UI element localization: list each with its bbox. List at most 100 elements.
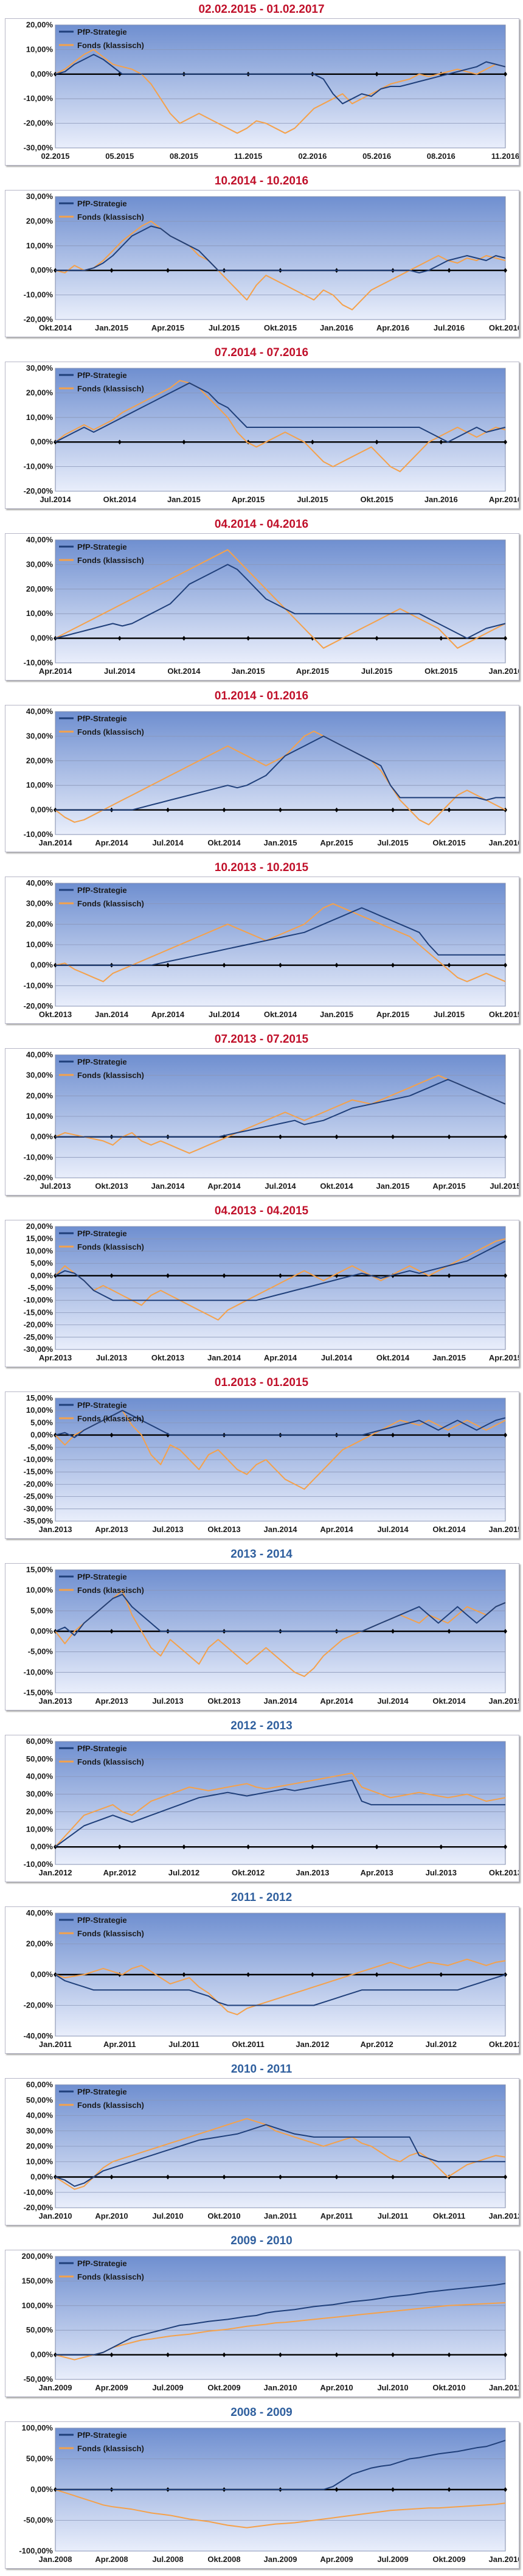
chart-svg: 200,00%150,00%100,00%50,00%0,00%-50,00%J…: [22, 2252, 519, 2392]
baseline-marker: [504, 2174, 507, 2180]
y-tick-label: -50,00%: [24, 2516, 54, 2525]
y-tick-label: 10,00%: [26, 1586, 54, 1595]
baseline-marker: [504, 1844, 507, 1850]
y-tick-label: -10,00%: [24, 1152, 54, 1161]
baseline-marker: [222, 807, 226, 813]
legend: PfP-Strategie Fonds (klassisch): [59, 1744, 144, 1766]
legend-label: Fonds (klassisch): [77, 1242, 144, 1251]
baseline-marker: [334, 2174, 339, 2180]
series-line-pfp: [55, 1241, 506, 1301]
legend-label: PfP-Strategie: [77, 1572, 127, 1581]
x-tick-label: Jul.2014: [209, 1010, 240, 1019]
chart-title: 02.02.2015 - 01.02.2017: [198, 3, 325, 16]
baseline-marker: [246, 439, 251, 445]
legend-label: Fonds (klassisch): [77, 2101, 144, 2110]
chart-title: 07.2014 - 07.2016: [214, 346, 309, 359]
y-tick-label: 10,00%: [26, 1405, 54, 1415]
series-line-fonds: [55, 1958, 506, 2015]
y-tick-label: 30,00%: [26, 1071, 54, 1080]
y-tick-label: 40,00%: [26, 1050, 54, 1059]
x-tick-label: Jan.2016: [489, 838, 519, 847]
chart-frame: 60,00% 50,00% 40,00% 30,00% 20,00% 10,00% 0,00…: [5, 2078, 519, 2225]
series-line-fonds: [55, 1074, 506, 1154]
series-line-pfp: [55, 2283, 506, 2356]
baseline-marker: [222, 1273, 226, 1278]
y-tick-label: 40,00%: [26, 535, 54, 544]
legend-label: PfP-Strategie: [77, 2431, 127, 2440]
y-tick-label: -35,00%: [24, 1516, 54, 1525]
y-tick-label: 100,00%: [22, 2423, 54, 2432]
legend: PfP-Strategie Fonds (klassisch): [59, 1916, 144, 1938]
chart-svg: 15,00% 10,00% 5,00% 0,00% -5,00% -10,00% -15,0…: [24, 1393, 519, 1534]
baseline-marker: [246, 1972, 251, 1977]
baseline-marker: [334, 2487, 339, 2492]
y-tick-label: 40,00%: [26, 2111, 54, 2120]
baseline-marker: [109, 1273, 114, 1278]
plot-area: [55, 24, 506, 149]
y-tick-label: 40,00%: [26, 878, 54, 887]
y-tick-label: 10,00%: [26, 609, 54, 618]
y-tick-label: -10,00%: [24, 1667, 54, 1676]
y-tick-label: -5,00%: [28, 1443, 54, 1452]
y-tick-label: 0,00%: [30, 1842, 53, 1851]
series-line-pfp: [55, 225, 506, 274]
chart-panel: 2010 - 2011 60,00% 50,00% 40,00% 30,00% 20,00…: [0, 2060, 523, 2231]
baseline-marker: [334, 1134, 339, 1139]
baseline-marker: [391, 1134, 395, 1139]
x-tick-label: Jan.2009: [39, 2383, 72, 2392]
baseline-marker: [109, 2174, 114, 2180]
y-tick-label: 0,00%: [30, 437, 53, 446]
baseline-marker: [117, 439, 122, 445]
baseline-marker: [447, 268, 451, 273]
chart-frame: 15,00% 10,00% 5,00% 0,00% -5,00% -10,00% -15,0…: [5, 1563, 519, 1710]
x-tick-label: Apr.2015: [296, 667, 329, 676]
y-tick-label: -10,00%: [24, 94, 54, 103]
baseline-marker: [391, 1629, 395, 1634]
chart-svg: 100,00%50,00%0,00%-50,00%-100,00%Jan.200…: [19, 2423, 519, 2564]
plot-area: [55, 2256, 506, 2380]
chart-svg: 40,00% 30,00% 20,00% 10,00% 0,00% -10,00% -20,…: [24, 1050, 519, 1191]
y-tick-label: 20,00%: [26, 1939, 54, 1948]
x-tick-label: Jul.2013: [152, 1696, 183, 1706]
y-tick-label: 100,00%: [22, 2301, 54, 2310]
legend-label: Fonds (klassisch): [77, 384, 144, 393]
x-tick-label: Jan.2014: [95, 1010, 129, 1019]
y-tick-label: 60,00%: [26, 2080, 54, 2089]
legend-label: PfP-Strategie: [77, 1744, 127, 1753]
baseline-marker: [375, 1844, 379, 1850]
x-tick-label: Jan.2015: [376, 1181, 410, 1191]
chart-svg: 60,00% 50,00% 40,00% 30,00% 20,00% 10,00% 0,00…: [24, 1737, 519, 1877]
x-tick-label: Jan.2015: [232, 667, 265, 676]
x-tick-label: Okt.2008: [207, 2555, 240, 2564]
series-line-fonds: [55, 220, 506, 310]
chart-panel: 2008 - 2009 100,00% 50,00% 0,00% -50,00% -100…: [0, 2403, 523, 2575]
series-line-pfp: [55, 735, 505, 811]
x-tick-label: Jan.2014: [151, 1181, 185, 1191]
y-tick-label: 30,00%: [26, 559, 54, 569]
x-tick-label: Jan.2009: [264, 2555, 297, 2564]
y-tick-label: -40,00%: [24, 2031, 54, 2040]
x-tick-label: Apr.2015: [232, 495, 265, 504]
legend-label: PfP-Strategie: [77, 2087, 127, 2096]
baseline-marker: [246, 1844, 251, 1850]
x-tick-label: Jul.2010: [152, 2211, 183, 2221]
chart-panel: 07.2013 - 07.2015 40,00% 30,00% 20,00% 10,00…: [0, 1030, 523, 1202]
chart-svg: 30,00%20,00%10,00%0,00%-10,00%-20,00%Okt…: [24, 192, 519, 332]
legend-label: PfP-Strategie: [77, 1057, 127, 1066]
chart-panel: 07.2014 - 07.2016 30,00% 20,00% 10,00% 0,00%…: [0, 343, 523, 515]
chart-panel: 2009 - 2010 200,00% 150,00% 100,00% 50,00% 0,…: [0, 2231, 523, 2403]
y-tick-label: 5,00%: [30, 1606, 53, 1615]
baseline-marker: [166, 962, 170, 968]
x-tick-label: Apr.2008: [95, 2555, 128, 2564]
baseline-marker: [222, 2352, 226, 2357]
x-tick-label: Jan.2010: [39, 2211, 72, 2221]
series-line-pfp: [55, 1079, 506, 1138]
baseline-marker: [391, 962, 395, 968]
y-tick-label: 30,00%: [26, 2126, 54, 2135]
x-tick-label: Apr.2014: [151, 1010, 185, 1019]
x-tick-label: Okt.2014: [376, 1353, 410, 1362]
y-tick-label: 15,00%: [26, 1393, 54, 1402]
baseline-marker: [279, 962, 282, 968]
baseline-marker: [391, 2174, 395, 2180]
baseline-marker: [109, 1629, 114, 1634]
